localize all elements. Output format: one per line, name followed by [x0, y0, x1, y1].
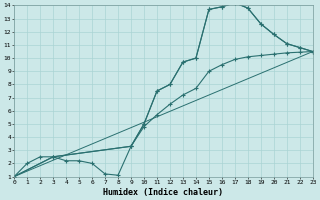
X-axis label: Humidex (Indice chaleur): Humidex (Indice chaleur) — [103, 188, 223, 197]
